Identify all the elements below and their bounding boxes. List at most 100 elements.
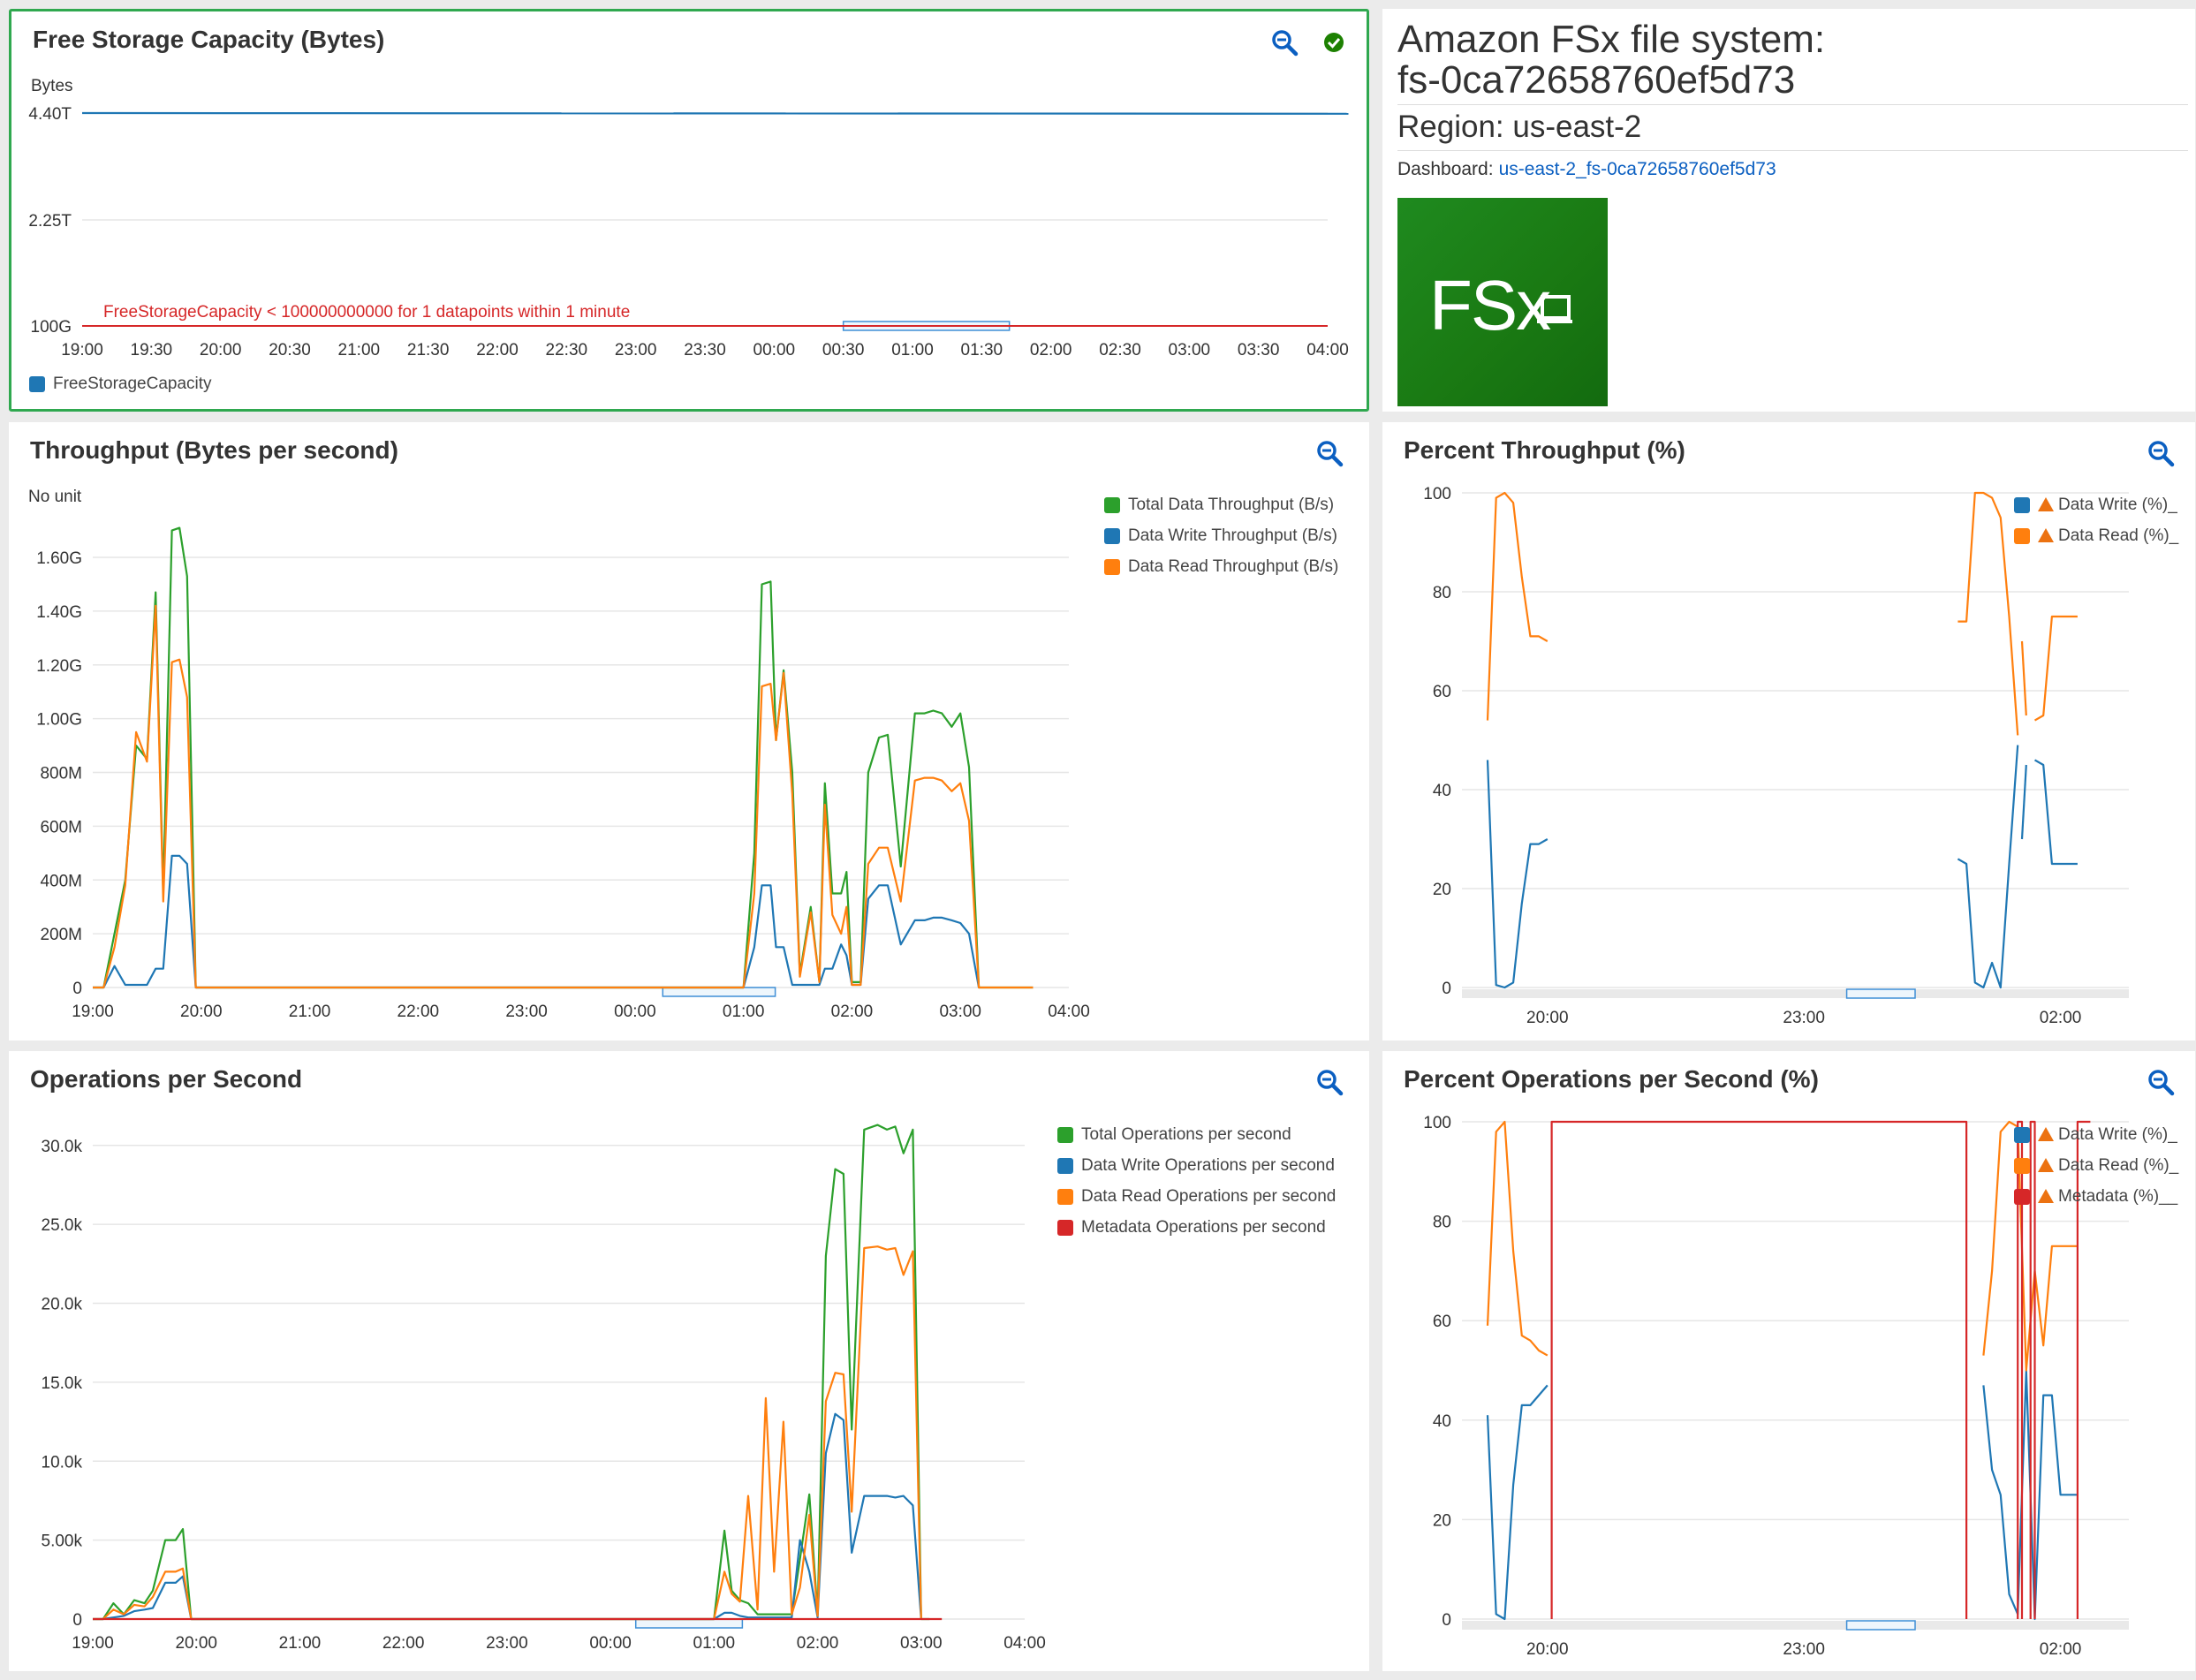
- legend-item[interactable]: Data Write Operations per second: [1057, 1150, 1336, 1181]
- series-line: [93, 1412, 922, 1621]
- y-tick-label: 100G: [31, 318, 72, 337]
- series-line: [93, 604, 1034, 989]
- x-tick-label: 21:00: [279, 1634, 322, 1653]
- percent-throughput-legend: Data Write (%)_ Data Read (%)_: [2014, 489, 2178, 551]
- region-label: Region: us-east-2: [1397, 110, 1642, 144]
- x-tick-label: 22:30: [546, 341, 588, 359]
- legend-item[interactable]: Total Data Throughput (B/s): [1104, 489, 1338, 520]
- warning-icon: [2038, 1157, 2054, 1172]
- legend-item[interactable]: Metadata (%)__: [2014, 1181, 2178, 1212]
- y-tick-label: 4.40T: [28, 105, 72, 124]
- dashboard-row: Dashboard: us-east-2_fs-0ca72658760ef5d73: [1397, 159, 1776, 180]
- series-line: [2020, 640, 2027, 716]
- series-line: [1486, 1384, 1549, 1621]
- x-tick-label: 23:00: [486, 1634, 528, 1653]
- y-tick-label: 1.40G: [36, 603, 82, 622]
- title-line1: Amazon FSx file system:: [1397, 18, 1826, 61]
- x-tick-label: 03:00: [900, 1634, 943, 1653]
- x-tick-label: 23:00: [1783, 1640, 1825, 1659]
- throughput-chart: No unit 0 200M 400M 600M 800M 1.00G 1.20G 1.40G 1…: [28, 488, 1090, 1021]
- y-tick-label: 80: [1433, 1214, 1451, 1232]
- warning-icon: [2038, 527, 2054, 542]
- disk-icon: [1537, 295, 1572, 323]
- x-tick-label: 02:00: [1030, 341, 1072, 359]
- legend-swatch: [29, 375, 45, 392]
- legend-label: Metadata Operations per second: [1081, 1217, 1326, 1237]
- legend-label: Data Read (%)_: [2058, 526, 2179, 545]
- series-line: [2076, 1120, 2091, 1619]
- operations-chart: 0 5.00k 10.0k 15.0k 20.0k 25.0k 30.0k 19:00 20:0…: [42, 1124, 1046, 1653]
- legend-item[interactable]: Data Read (%)_: [2014, 520, 2178, 551]
- y-tick-label: 200M: [40, 926, 82, 944]
- operations-legend: Total Operations per second Data Write O…: [1057, 1119, 1336, 1243]
- divider: [1397, 104, 2188, 105]
- legend-item[interactable]: Data Write Throughput (B/s): [1104, 520, 1338, 551]
- dashboard-link[interactable]: us-east-2_fs-0ca72658760ef5d73: [1498, 159, 1776, 179]
- series-line: [2017, 1120, 2024, 1619]
- panel-percent-operations[interactable]: Percent Operations per Second (%) 0 20 40 6…: [1382, 1051, 2195, 1671]
- x-tick-label: 20:00: [1526, 1009, 1569, 1027]
- time-range-brush: [662, 987, 776, 997]
- x-tick-label: 19:00: [61, 341, 103, 359]
- legend-item[interactable]: Metadata Operations per second: [1057, 1212, 1336, 1243]
- x-tick-label: 02:00: [2040, 1640, 2082, 1659]
- legend-label: Data Read (%)_: [2058, 1155, 2179, 1175]
- x-axis-band: [1462, 989, 2129, 998]
- panel-free-storage[interactable]: Free Storage Capacity (Bytes) Bytes 100G 2…: [9, 9, 1369, 412]
- y-tick-label: 20: [1433, 1511, 1451, 1530]
- y-tick-label: 30.0k: [42, 1138, 83, 1156]
- throughput-legend: Total Data Throughput (B/s) Data Write T…: [1104, 489, 1338, 582]
- zoom-icon[interactable]: [2146, 438, 2176, 468]
- legend-item[interactable]: Total Operations per second: [1057, 1119, 1336, 1150]
- y-tick-label: 40: [1433, 782, 1451, 800]
- y-unit-label: Bytes: [31, 77, 73, 95]
- legend-label: Data Write (%)_: [2058, 495, 2177, 514]
- legend-swatch: [2014, 1157, 2030, 1174]
- x-tick-label: 02:00: [797, 1634, 839, 1653]
- title-line2: fs-0ca72658760ef5d73: [1397, 58, 1796, 102]
- legend-item[interactable]: Data Read Operations per second: [1057, 1181, 1336, 1212]
- legend-item[interactable]: Data Read (%)_: [2014, 1150, 2178, 1181]
- legend-item[interactable]: Data Read Throughput (B/s): [1104, 551, 1338, 582]
- series-line: [2020, 764, 2027, 840]
- zoom-icon[interactable]: [1269, 27, 1299, 57]
- legend-swatch: [1104, 496, 1120, 513]
- zoom-icon[interactable]: [1314, 1067, 1344, 1097]
- series-line: [1982, 1120, 2078, 1372]
- legend-label: Data Write (%)_: [2058, 1124, 2177, 1144]
- x-tick-label: 20:00: [1526, 1640, 1569, 1659]
- zoom-icon[interactable]: [1314, 438, 1344, 468]
- x-tick-label: 23:00: [505, 1003, 548, 1021]
- legend-swatch: [1104, 527, 1120, 544]
- x-tick-label: 22:00: [476, 341, 519, 359]
- series-line: [81, 111, 1349, 115]
- legend-label: FreeStorageCapacity: [53, 374, 212, 393]
- x-tick-label: 19:00: [72, 1003, 114, 1021]
- divider: [1397, 150, 2188, 151]
- series-line: [1486, 491, 1549, 721]
- warning-icon: [2038, 1188, 2054, 1203]
- y-tick-label: 40: [1433, 1412, 1451, 1431]
- x-tick-label: 23:00: [1783, 1009, 1825, 1027]
- legend-item[interactable]: Data Write (%)_: [2014, 1119, 2178, 1150]
- panel-throughput[interactable]: Throughput (Bytes per second) No unit 0 20…: [9, 422, 1369, 1041]
- storage-chart: Bytes 100G 2.25T 4.40T 19:00 19:30 20:00 20:30 2…: [28, 77, 1349, 359]
- legend-swatch: [1057, 1219, 1073, 1236]
- y-tick-label: 0: [1442, 980, 1451, 998]
- alarm-threshold-label: FreeStorageCapacity < 100000000000 for 1…: [103, 303, 630, 322]
- zoom-icon[interactable]: [2146, 1067, 2176, 1097]
- legend-item[interactable]: FreeStorageCapacity: [29, 368, 212, 399]
- legend-label: Data Read Operations per second: [1081, 1186, 1337, 1206]
- x-tick-label: 04:00: [1003, 1634, 1046, 1653]
- panel-operations[interactable]: Operations per Second 0 5.00k 10.0k 15.0k 20…: [9, 1051, 1369, 1671]
- time-range-brush: [1845, 988, 1916, 999]
- legend-item[interactable]: Data Write (%)_: [2014, 489, 2178, 520]
- x-tick-label: 19:00: [72, 1634, 114, 1653]
- series-line: [93, 1124, 930, 1621]
- y-tick-label: 5.00k: [42, 1532, 83, 1551]
- panel-title: Throughput (Bytes per second): [30, 436, 398, 464]
- panel-percent-throughput[interactable]: Percent Throughput (%) 0 20 40 60 80 100 20:00…: [1382, 422, 2195, 1041]
- percent-operations-legend: Data Write (%)_ Data Read (%)_ Metadata …: [2014, 1119, 2178, 1212]
- warning-icon: [2038, 1126, 2054, 1141]
- x-tick-label: 01:00: [693, 1634, 736, 1653]
